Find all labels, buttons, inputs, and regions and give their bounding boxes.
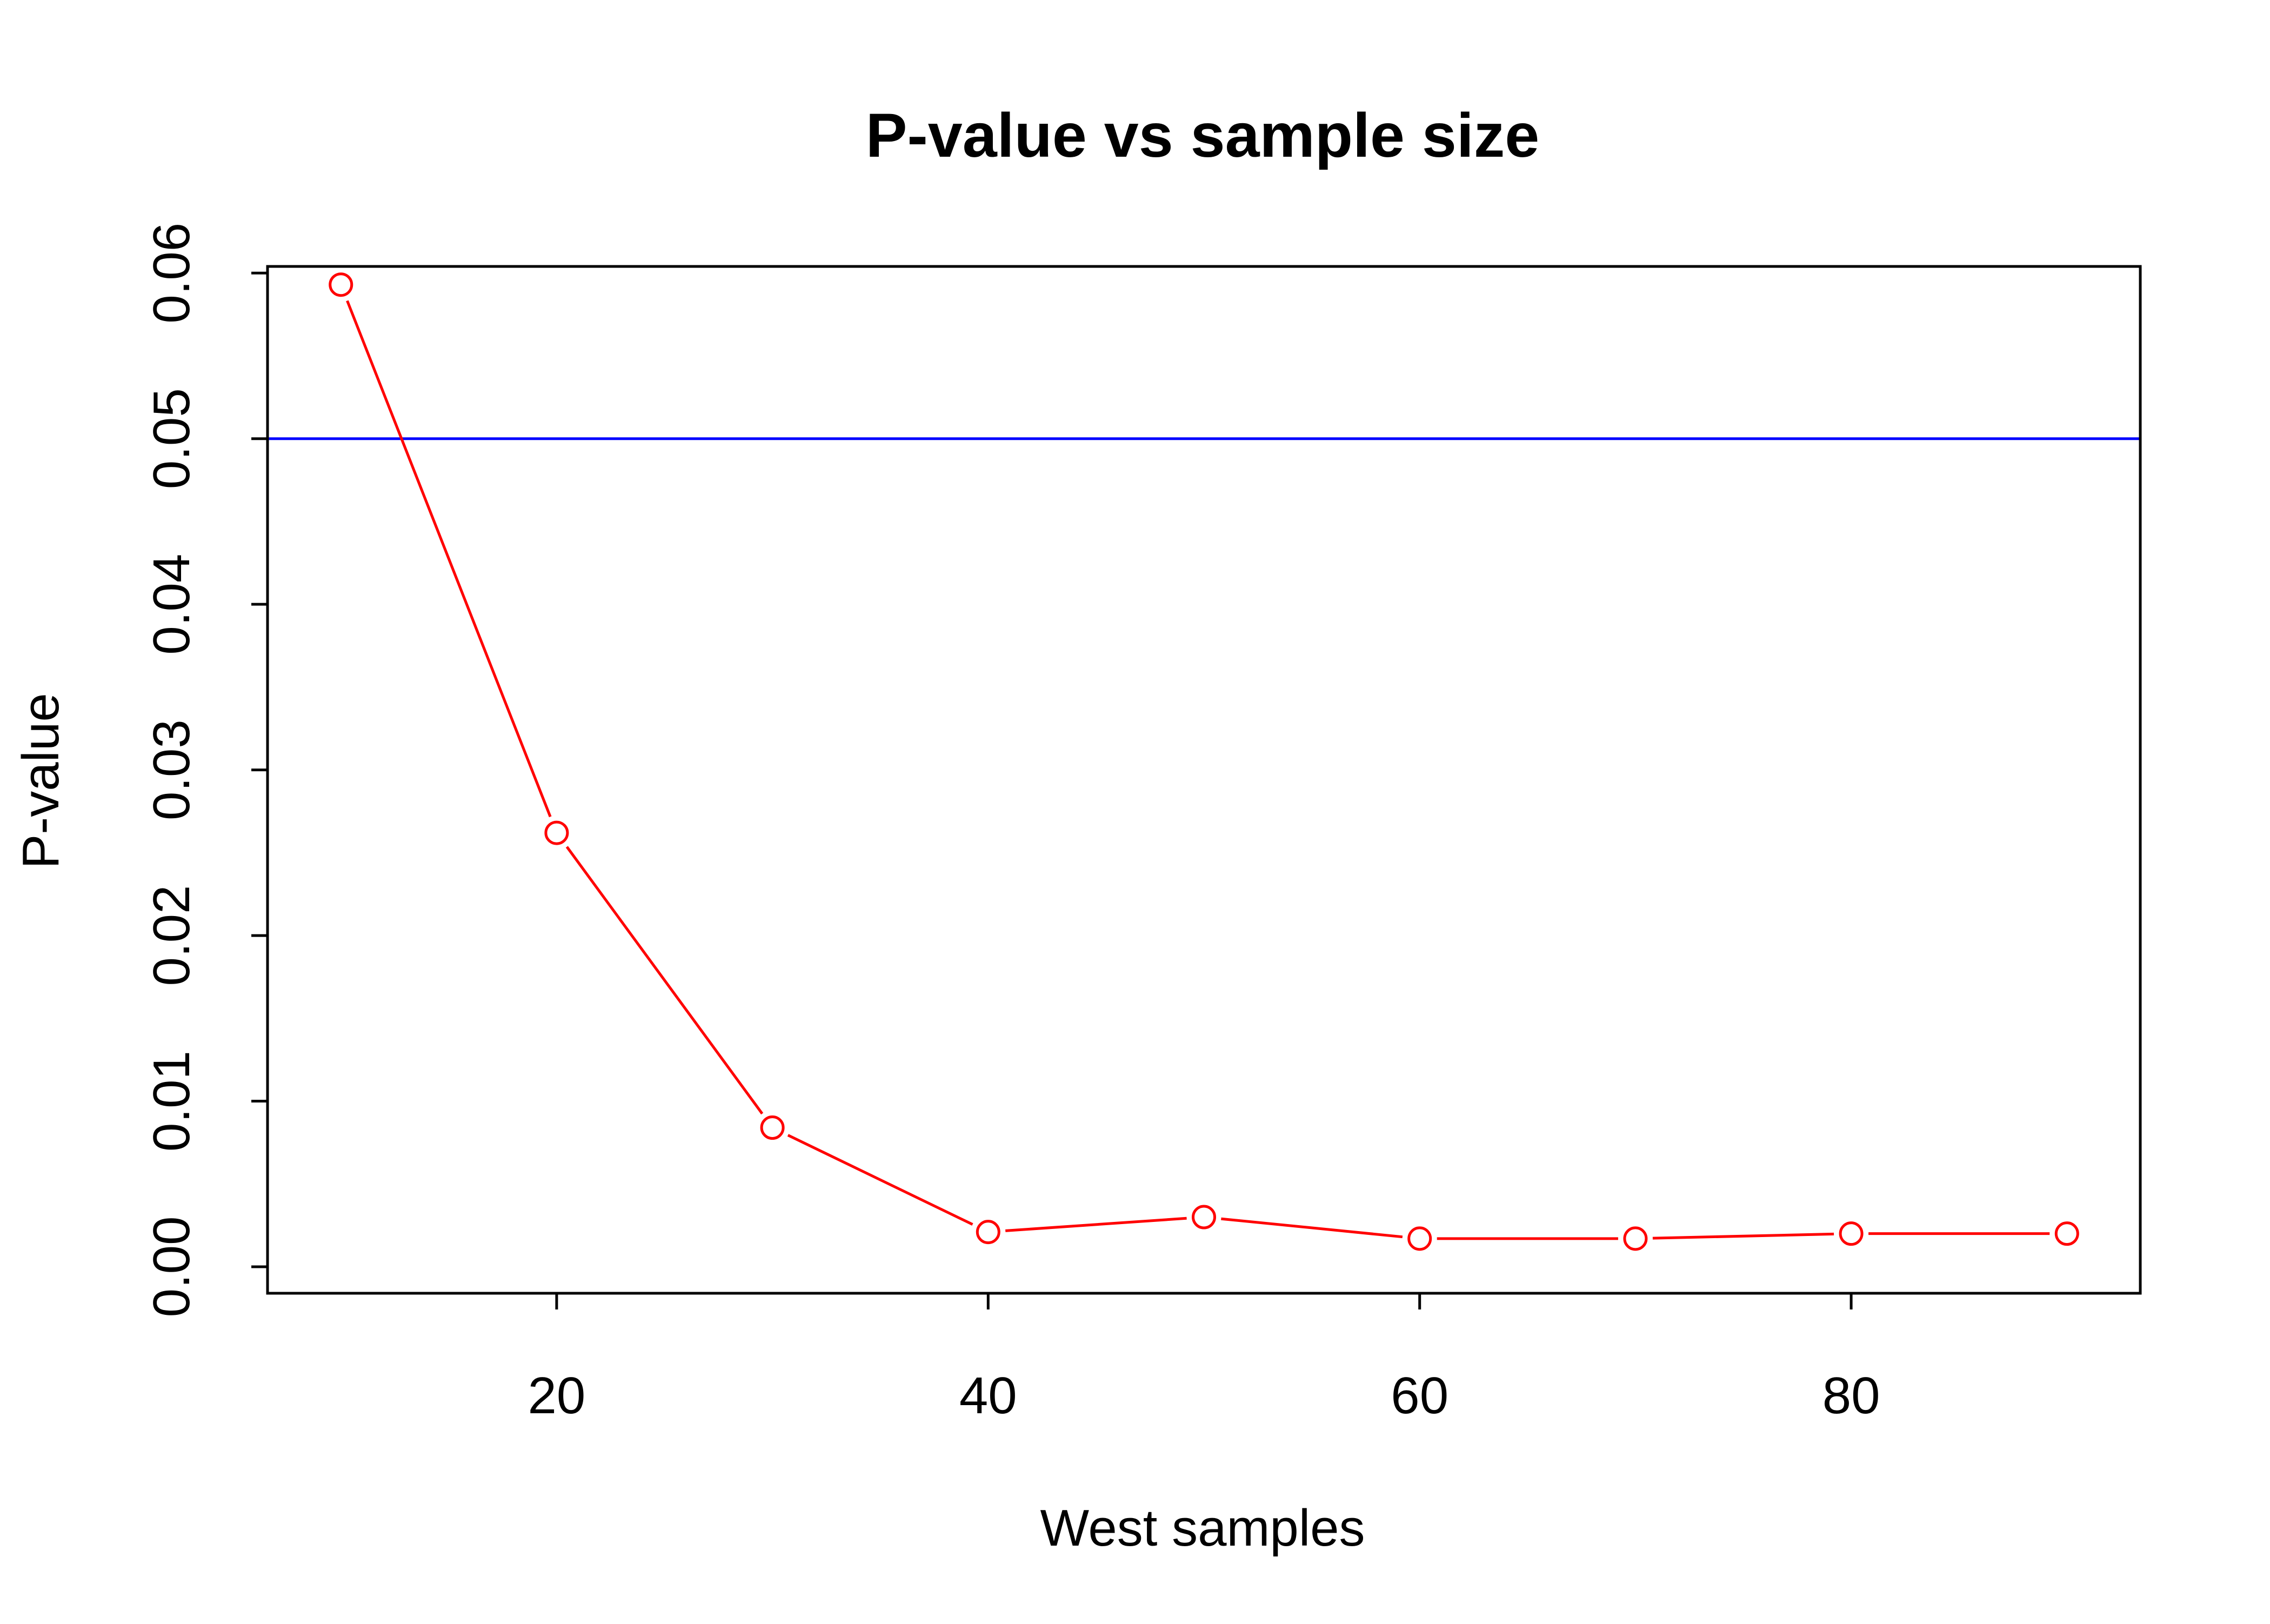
series-0-segment-6 (1652, 1232, 1834, 1240)
y-axis-label: P-value (12, 693, 70, 869)
y-tick-label-4: 0.04 (143, 554, 201, 655)
plot-layer: 20 40 60 80 0.00 0.01 0.02 0.03 0.04 0.05 0.06 (143, 223, 2142, 1425)
series-0-segment-4 (1221, 1217, 1403, 1239)
y-tick-label-1: 0.01 (143, 1051, 201, 1152)
series-0-point-8 (2054, 1221, 2079, 1246)
series-0-segment-3 (1005, 1217, 1187, 1232)
x-tick-label-2: 60 (1391, 1367, 1448, 1425)
y-tick-label-5: 0.05 (143, 388, 201, 489)
series-0-point-6 (1623, 1226, 1648, 1251)
x-tick-label-3: 80 (1822, 1367, 1880, 1425)
series-0-segment-0 (346, 300, 552, 818)
y-tick-label-3: 0.03 (143, 719, 201, 820)
x-axis-label: West samples (1040, 1499, 1365, 1557)
series-0-point-0 (329, 272, 353, 297)
x-tick-label-0: 20 (528, 1367, 586, 1425)
series-0-point-2 (760, 1115, 785, 1140)
series-0-point-7 (1839, 1221, 1864, 1246)
series-0-segment-2 (787, 1134, 973, 1226)
series-0-point-1 (544, 820, 569, 845)
series-0-point-4 (1192, 1205, 1216, 1229)
series-0-point-3 (976, 1220, 1000, 1245)
plot-frame (266, 265, 2142, 1295)
y-tick-label-6: 0.06 (143, 223, 201, 324)
series-0-segment-1 (565, 846, 764, 1115)
x-tick-label-1: 40 (959, 1367, 1017, 1425)
y-tick-label-2: 0.02 (143, 885, 201, 986)
y-tick-label-0: 0.00 (143, 1217, 201, 1318)
series-0-point-5 (1407, 1226, 1432, 1251)
chart-title: P-value vs sample size (866, 101, 1540, 170)
